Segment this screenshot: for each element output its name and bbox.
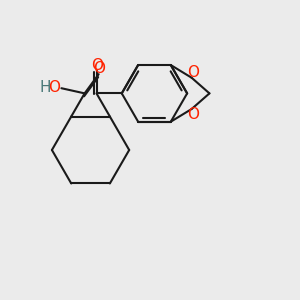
Text: O: O bbox=[48, 80, 60, 95]
Text: O: O bbox=[91, 58, 103, 73]
Text: O: O bbox=[188, 107, 200, 122]
Text: H: H bbox=[39, 80, 51, 95]
Text: O: O bbox=[188, 65, 200, 80]
Text: O: O bbox=[93, 61, 105, 76]
